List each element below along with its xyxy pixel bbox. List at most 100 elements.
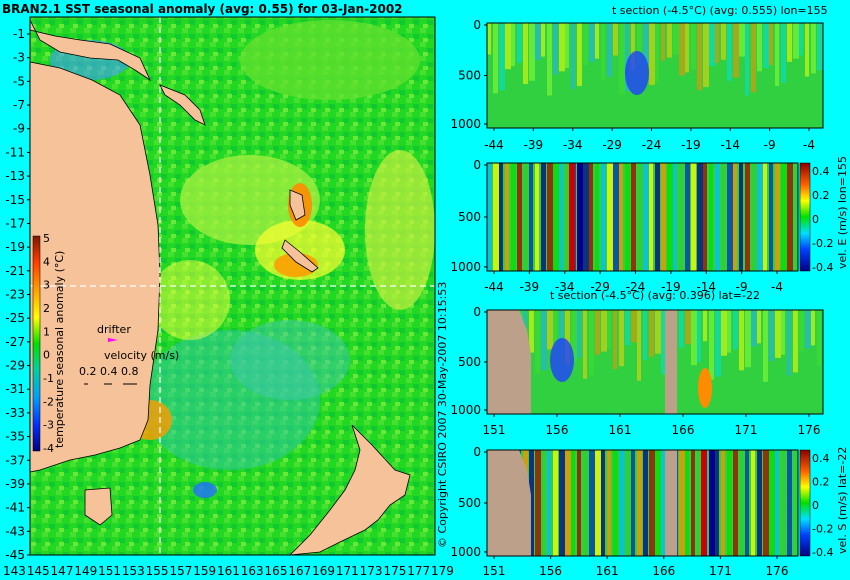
section-streak	[751, 163, 757, 271]
map-x-tick-label: 151	[98, 564, 121, 578]
section-x-tick-label: 171	[709, 564, 732, 578]
section-streak	[547, 450, 551, 556]
landmasses	[29, 19, 411, 556]
section-land	[665, 450, 677, 556]
section-streak	[553, 23, 558, 75]
section-y-tick-label: 500	[458, 69, 481, 83]
velocity-colorbar-tick: 0.2	[812, 476, 830, 489]
section-panel-3: t section (-4.5°C) (avg: 0.396) lat=-22 0…	[450, 289, 824, 437]
section-y-tick-label: 500	[458, 210, 481, 224]
section-x-tick-label: 156	[546, 423, 569, 437]
section-streak	[733, 23, 739, 78]
section-streak	[709, 163, 713, 271]
map-y-tick-label: -11	[5, 145, 25, 159]
section-streak	[655, 310, 661, 354]
section-streak	[787, 163, 793, 271]
section-streak	[583, 310, 587, 379]
section-streak	[541, 450, 545, 556]
map-x-tick-label: 149	[74, 564, 97, 578]
drifter-marker	[108, 338, 118, 342]
section-streak	[571, 23, 575, 90]
section-streak	[727, 163, 733, 271]
map-y-tick-label: -41	[5, 501, 25, 515]
tasmania-land	[84, 487, 113, 526]
section-streak	[721, 163, 726, 271]
section-streak	[811, 23, 816, 74]
section-streak	[535, 450, 541, 556]
section-streak	[535, 163, 539, 271]
velocity-colorbar-tick: -0.2	[812, 523, 833, 536]
section-streak	[751, 23, 756, 93]
section-streak	[583, 450, 588, 556]
section-x-tick-label: -9	[764, 138, 776, 152]
section-streak	[709, 310, 714, 380]
section-streak	[595, 310, 600, 355]
section-x-tick-label: -39	[520, 280, 540, 294]
section-streak	[529, 23, 535, 81]
section-x-tick-label: 151	[483, 423, 506, 437]
section-streak	[595, 23, 599, 59]
section-streak	[697, 450, 702, 556]
section-streak	[775, 310, 781, 358]
section-y-tick-label: 500	[458, 496, 481, 510]
section-y-tick-label: 1000	[450, 260, 481, 274]
section-streak	[661, 310, 667, 375]
velocity-colorbar-tick: -0.4	[812, 261, 833, 274]
map-y-tick-label: -9	[13, 122, 25, 136]
section-streak	[607, 310, 611, 349]
map-x-tick-label: 143	[3, 564, 26, 578]
section-y-tick-label: 0	[473, 18, 481, 32]
solomon-islands-land	[159, 84, 206, 126]
section-streak	[769, 163, 773, 271]
section-streak	[583, 163, 589, 271]
section-streak	[571, 450, 575, 556]
section-streak	[685, 163, 690, 271]
section-streak	[661, 23, 665, 61]
section-streak	[685, 450, 689, 556]
jet-core	[577, 163, 583, 271]
section-streak	[811, 310, 815, 346]
drifter-label: drifter	[97, 323, 131, 336]
section-streak	[793, 310, 798, 373]
velocity-colorbar-tick: 0.4	[812, 452, 830, 465]
colorbar-tick-label: -3	[43, 419, 54, 432]
section-streak	[649, 163, 653, 271]
section-streak	[547, 163, 553, 271]
section-streak	[613, 450, 618, 556]
section-streak	[523, 23, 528, 84]
new-caledonia-land	[281, 239, 319, 273]
section-streak	[715, 163, 720, 271]
section-streak	[697, 310, 701, 362]
section-streak	[703, 23, 709, 88]
section-streak	[607, 450, 611, 556]
section-title: t section (-4.5°C) (avg: 0.555) lon=155	[612, 4, 828, 17]
section-streak	[565, 163, 569, 271]
colorbar-tick-label: 4	[43, 255, 50, 268]
section-streak	[577, 23, 582, 86]
map-x-tick-label: 179	[431, 564, 454, 578]
new-zealand-land	[288, 424, 411, 556]
section-streak	[781, 163, 787, 271]
section-x-tick-label: -19	[681, 138, 701, 152]
section-streak	[781, 450, 785, 556]
section-streak	[817, 310, 821, 367]
section-streak	[757, 23, 762, 72]
section-streak	[739, 23, 745, 57]
section-streak	[601, 23, 605, 80]
section-streak	[685, 23, 689, 73]
section-streak	[763, 450, 769, 556]
section-streak	[613, 310, 617, 370]
section-x-tick-label: -9	[736, 280, 748, 294]
section-x-tick-label: -29	[590, 280, 610, 294]
section-streak	[709, 23, 715, 67]
map-x-tick-label: 177	[407, 564, 430, 578]
section-streak	[487, 163, 492, 271]
section-streak	[601, 310, 607, 352]
map-panel	[29, 16, 436, 556]
velocity-colorbar	[799, 162, 811, 272]
velocity-colorbar-tick: 0.2	[812, 189, 830, 202]
section-streak	[631, 450, 635, 556]
map-y-tick-label: -7	[13, 98, 25, 112]
section-streak	[799, 310, 804, 352]
jet-core	[709, 450, 715, 556]
